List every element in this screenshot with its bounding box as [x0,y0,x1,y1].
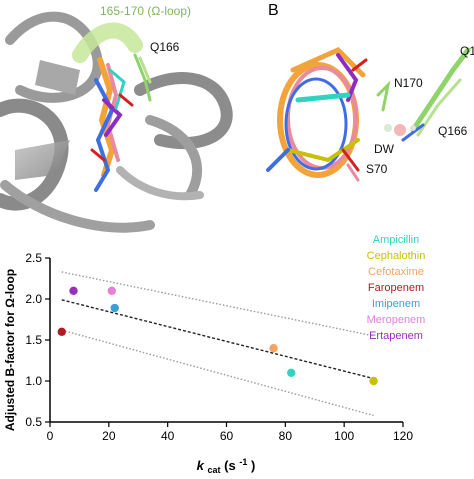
fit-lines [61,271,374,417]
x-axis-label-unit: (s [224,458,236,473]
x-axis-label-sub: cat [208,465,221,474]
panel-c-chart: 0 20 40 60 80 100 120 0.5 1.0 1.5 2.0 2.5 Adjusted … [0,228,474,475]
x-tick-label: 100 [334,429,354,443]
legend-item-ampicillin: Ampicillin [372,234,420,246]
data-point-cefotaxime [269,344,278,353]
legend-item-ertapenem: Ertapenem [369,330,423,342]
data-point-meropenem [107,286,116,295]
data-points [57,286,378,386]
scatter-chart: 0 20 40 60 80 100 120 0.5 1.0 1.5 2.0 2.5 Adjusted … [3,251,413,475]
x-axis-label-close: ) [251,458,255,473]
residue-label-q-top: Q1 [460,44,474,58]
panel-b-structure: B Q1 N170 Q166 DW S70 [238,0,474,235]
x-axis-label: k cat (s -1 ) [197,453,256,474]
legend-item-meropenem: Meropenem [366,314,426,326]
y-tick-label: 0.5 [25,415,42,429]
x-tick-label: 20 [102,429,116,443]
confidence-band-upper [61,271,374,337]
x-axis-label-main: k [197,458,205,473]
legend-item-imipenem: Imipenem [371,298,421,310]
x-tick-label: 80 [279,429,293,443]
regression-line [61,299,374,380]
axes: 0 20 40 60 80 100 120 0.5 1.0 1.5 2.0 2.5 [25,251,413,443]
residue-label-q166-a: Q166 [150,40,180,54]
legend-item-cephalothin: Cephalothin [366,250,426,262]
panel-letter-b: B [268,2,279,19]
x-tick-label: 0 [47,429,54,443]
y-tick-label: 2.5 [25,251,42,265]
legend-item-cefotaxime: Cefotaxime [368,266,424,278]
y-tick-label: 1.5 [25,333,42,347]
y-tick-label: 1.0 [25,374,42,388]
x-tick-label: 60 [220,429,234,443]
y-tick-label: 2.0 [25,292,42,306]
omega-loop-label: 165-170 (Ω-loop) [100,4,192,18]
data-point-imipenem [110,303,119,313]
protein-structure-illustration [0,11,233,233]
y-axis-label: Adjusted B-factor for Ω-loop [3,269,17,431]
legend-item-faropenem: Faropenem [367,282,425,294]
panel-a-structure: 165-170 (Ω-loop) Q166 [0,0,235,235]
x-tick-label: 120 [393,429,413,443]
residue-label-s70: S70 [366,162,388,176]
residue-label-dw: DW [374,142,394,156]
x-axis-label-sup: -1 [239,457,247,467]
data-point-ertapenem [69,286,78,295]
residue-label-q166-b: Q166 [438,124,468,138]
data-point-faropenem [57,327,66,336]
x-tick-label: 40 [161,429,175,443]
data-point-cephalothin [369,376,378,386]
active-site-illustration [266,47,471,182]
residue-label-n170: N170 [394,76,423,90]
data-point-ampicillin [287,368,296,377]
confidence-band-lower [61,329,374,417]
